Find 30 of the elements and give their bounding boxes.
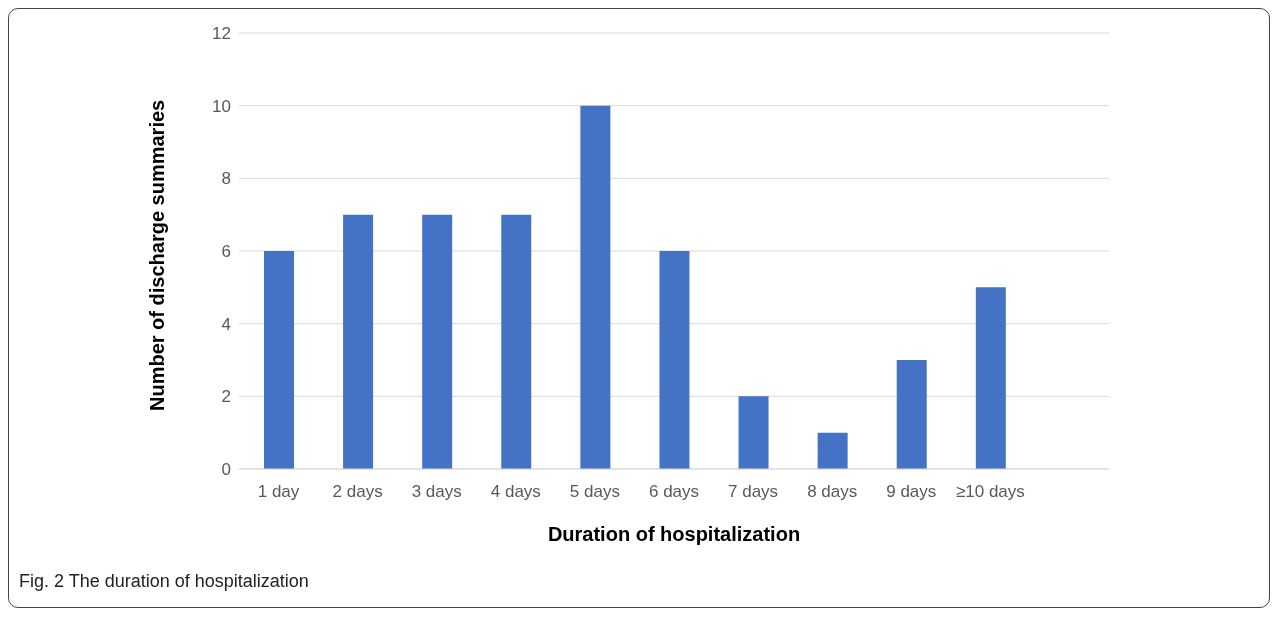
x-tick-label: 6 days (648, 482, 700, 502)
x-tick-label: 9 days (886, 482, 937, 502)
bar (817, 432, 848, 469)
bar (580, 105, 611, 469)
y-tick-label: 10 (212, 96, 231, 116)
x-tick-label: 1 day (257, 482, 300, 502)
bar (975, 287, 1006, 469)
caption: Fig. 2 The duration of hospitalization (19, 571, 309, 592)
bar (896, 360, 927, 469)
y-tick-label: 2 (221, 387, 231, 407)
bar (422, 214, 453, 469)
y-tick-label: 12 (212, 24, 231, 44)
bar (659, 251, 690, 469)
y-tick-label: 8 (221, 169, 231, 189)
x-tick-label: 3 days (411, 482, 462, 502)
bar (264, 251, 294, 469)
y-tick-label: 6 (221, 242, 231, 262)
x-tick-label: 7 days (728, 482, 779, 502)
x-axis-title: Duration of hospitalization (547, 523, 801, 545)
y-tick-label: 0 (221, 460, 231, 480)
bar (738, 396, 769, 469)
x-tick-label: 4 days (490, 482, 541, 502)
bar (343, 214, 374, 469)
bar (501, 214, 532, 469)
x-tick-label: ≥10 days (955, 482, 1025, 502)
x-tick-label: 8 days (807, 482, 858, 502)
y-axis-title: Number of discharge summaries (146, 99, 169, 411)
x-tick-label: 5 days (569, 482, 620, 502)
x-tick-label: 2 days (332, 482, 383, 502)
y-tick-label: 4 (221, 314, 231, 334)
